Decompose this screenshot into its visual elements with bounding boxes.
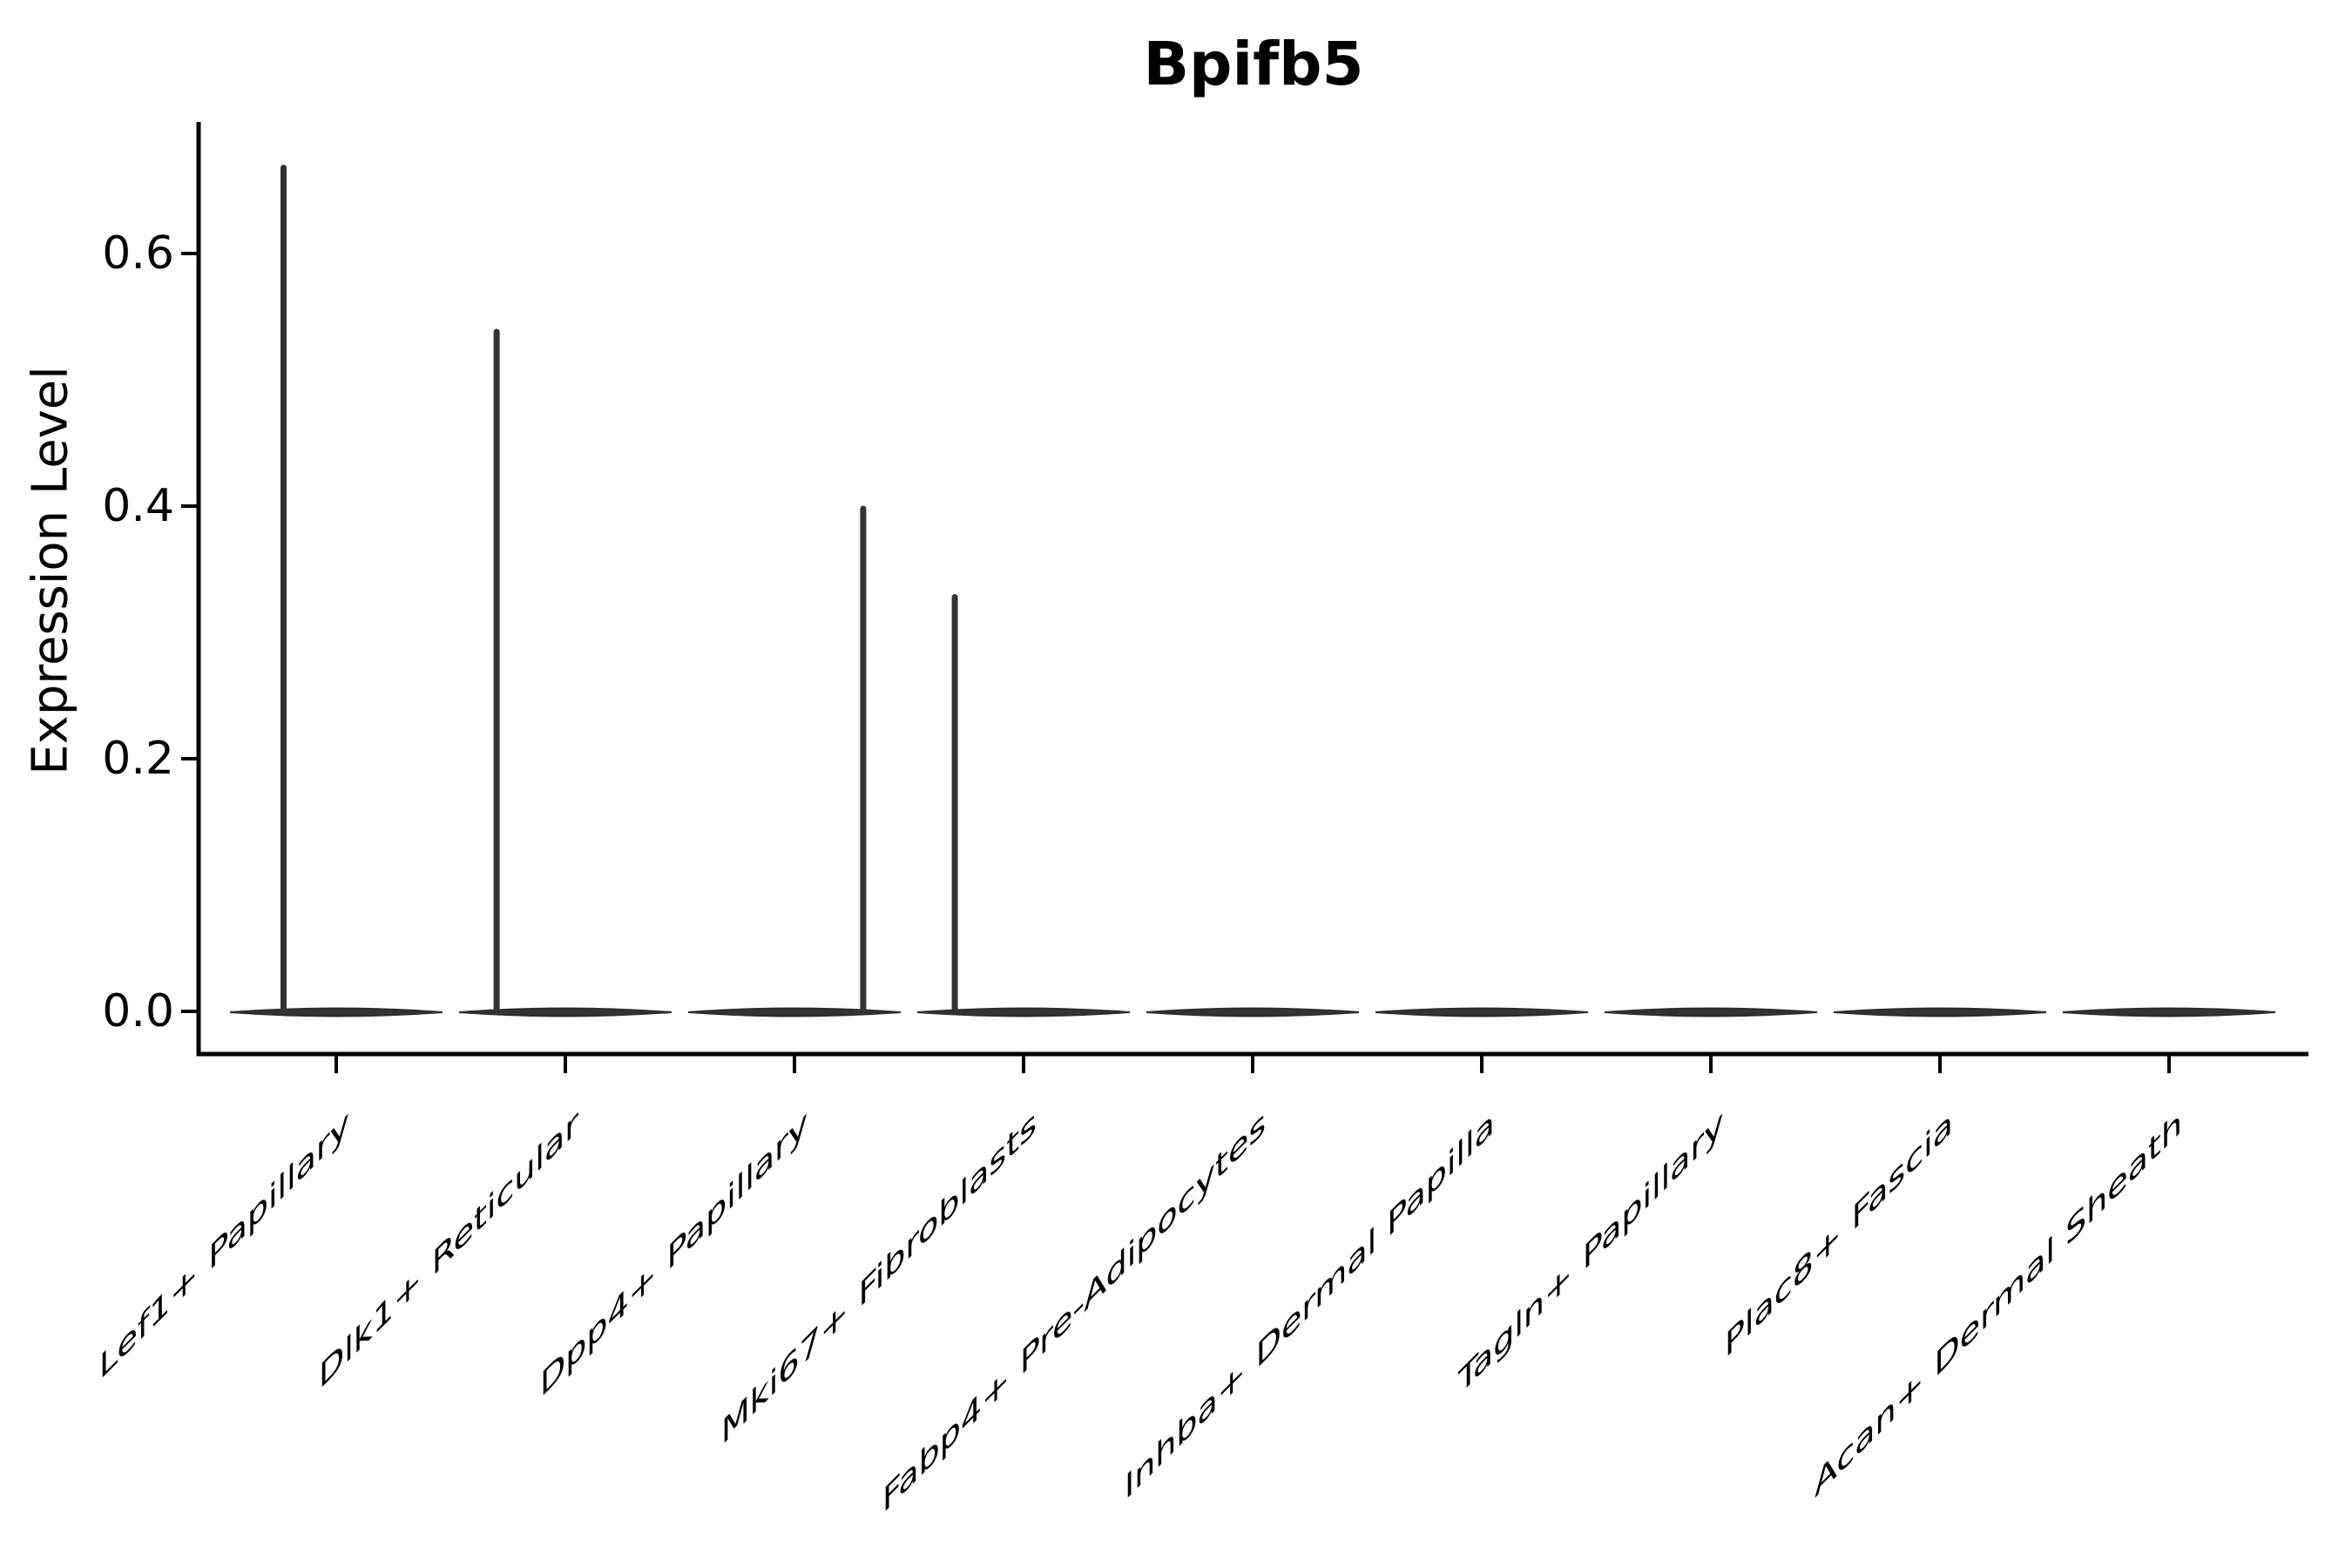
y-tick-label: 0.0: [102, 985, 174, 1037]
y-tick-label: 0.2: [102, 733, 174, 785]
violin-body: [1146, 1007, 1360, 1017]
violin-body: [1375, 1007, 1589, 1017]
violin-body: [687, 1007, 902, 1017]
violin-body: [1833, 1007, 2047, 1017]
y-tick-label: 0.4: [102, 480, 174, 532]
plot-title: Bpifb5: [1143, 30, 1364, 99]
y-tick-label: 0.6: [102, 227, 174, 280]
violin-body: [1604, 1007, 1818, 1017]
violin-body: [916, 1007, 1131, 1017]
violin-body: [2062, 1007, 2276, 1017]
violin-body: [229, 1007, 443, 1017]
violin-body: [458, 1007, 672, 1017]
